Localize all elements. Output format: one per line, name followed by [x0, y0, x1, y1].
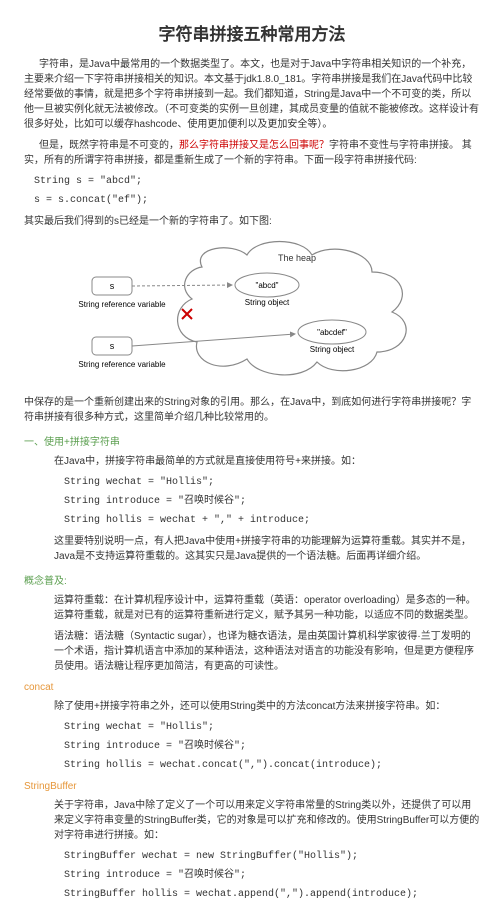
arrow-solid: [132, 334, 295, 346]
string-caption: String object: [310, 345, 355, 354]
paragraph: 运算符重载：在计算机程序设计中，运算符重载（英语：operator overlo…: [54, 593, 480, 623]
code-line: StringBuffer wechat = new StringBuffer("…: [64, 849, 480, 864]
string-value: "abcdef": [317, 328, 347, 337]
paragraph: 但是，既然字符串是不可变的，那么字符串拼接又是怎么回事呢？字符串不变性与字符串拼…: [24, 138, 480, 168]
code-line: String introduce = "召唤时候谷";: [64, 868, 480, 883]
code-line: String introduce = "召唤时候谷";: [64, 494, 480, 509]
code-line: String hollis = wechat.concat(",").conca…: [64, 758, 480, 773]
string-caption: String object: [245, 298, 290, 307]
string-value: "abcd": [255, 281, 278, 290]
heap-diagram: The heap s String reference variable s S…: [24, 237, 480, 387]
paragraph: 其实最后我们得到的s已经是一个新的字符串了。如下图:: [24, 214, 480, 229]
text: 但是，既然字符串是不可变的，: [39, 140, 179, 151]
paragraph: 语法糖：语法糖（Syntactic sugar），也译为糖衣语法，是由英国计算机…: [54, 629, 480, 674]
paragraph: 除了使用+拼接字符串之外，还可以使用String类中的方法concat方法来拼接…: [54, 699, 480, 714]
code-line: StringBuffer hollis = wechat.append(",")…: [64, 887, 480, 902]
paragraph: 中保存的是一个重新创建出来的String对象的引用。那么，在Java中，到底如何…: [24, 395, 480, 425]
cross-icon: [182, 309, 192, 319]
code-line: String wechat = "Hollis";: [64, 720, 480, 735]
page-title: 字符串拼接五种常用方法: [24, 20, 480, 45]
code-line: String introduce = "召唤时候谷";: [64, 739, 480, 754]
paragraph: 关于字符串，Java中除了定义了一个可以用来定义字符串常量的String类以外，…: [54, 798, 480, 843]
paragraph: 这里要特别说明一点，有人把Java中使用+拼接字符串的功能理解为运算符重载。其实…: [54, 534, 480, 564]
code-line: String wechat = "Hollis";: [64, 475, 480, 490]
code-line: String s = "abcd";: [34, 174, 480, 189]
highlight-text: 那么字符串拼接又是怎么回事呢？: [179, 140, 329, 151]
paragraph: 在Java中，拼接字符串最简单的方式就是直接使用符号+来拼接。如：: [54, 454, 480, 469]
section-heading: StringBuffer: [24, 781, 480, 792]
code-line: s = s.concat("ef");: [34, 193, 480, 208]
code-line: String hollis = wechat + "," + introduce…: [64, 513, 480, 528]
ref-label: s: [110, 281, 115, 291]
section-heading: 一、使用+拼接字符串: [24, 433, 480, 448]
section-heading: concat: [24, 682, 480, 693]
heap-label: The heap: [278, 253, 316, 263]
section-heading: 概念普及:: [24, 572, 480, 587]
ref-label: s: [110, 341, 115, 351]
paragraph: 字符串，是Java中最常用的一个数据类型了。本文，也是对于Java中字符串相关知…: [24, 57, 480, 132]
ref-caption: String reference variable: [78, 360, 166, 369]
arrow-dashed: [132, 285, 232, 286]
ref-caption: String reference variable: [78, 300, 166, 309]
